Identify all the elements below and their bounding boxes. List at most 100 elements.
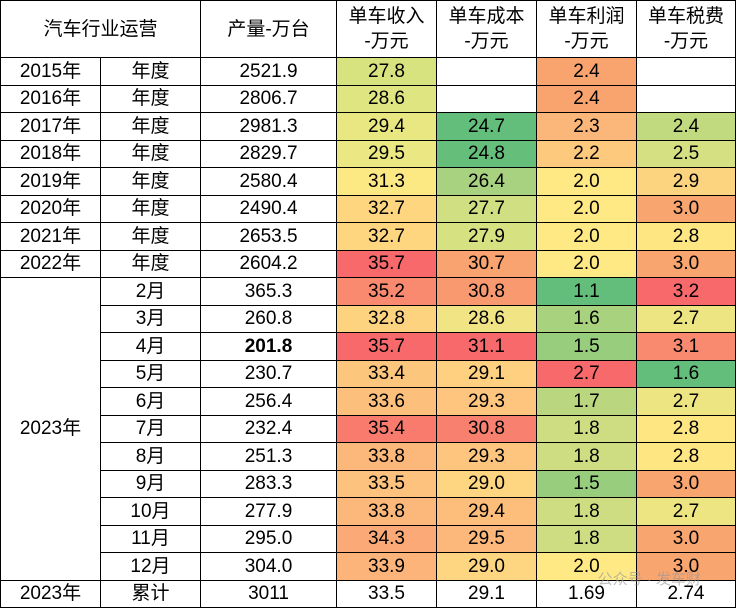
profit-cell: 1.7 — [536, 387, 637, 416]
revenue-cell: 29.4 — [336, 112, 437, 141]
year-cell: 2015年 — [0, 57, 101, 86]
revenue-cell: 33.8 — [336, 442, 437, 471]
cost-cell — [436, 84, 537, 113]
tax-cell: 2.8 — [636, 414, 736, 443]
cumulative-row: 2023年 累计 3011 33.5 29.1 1.69 2.74 — [0, 579, 736, 608]
cost-cell: 28.6 — [436, 304, 537, 333]
revenue-cell: 33.8 — [336, 497, 437, 526]
tax-cell: 3.2 — [636, 277, 736, 306]
revenue-cell: 33.4 — [336, 359, 437, 388]
revenue-cell: 33.5 — [336, 469, 437, 498]
header-profit: 单车利润 -万元 — [536, 0, 637, 58]
month-cell: 2月 — [100, 277, 201, 306]
profit-cell: 1.6 — [536, 304, 637, 333]
production-cell: 2490.4 — [200, 194, 337, 223]
profit-cell: 1.5 — [536, 469, 637, 498]
profit-cell: 1.8 — [536, 414, 637, 443]
production-cell: 2653.5 — [200, 222, 337, 251]
cost-cell: 29.3 — [436, 387, 537, 416]
tax-cell: 2.8 — [636, 222, 736, 251]
year-cell: 2019年 — [0, 167, 101, 196]
tax-cell — [636, 84, 736, 113]
tax-cell: 3.0 — [636, 552, 736, 581]
period-cell: 累计 — [100, 579, 201, 608]
profit-cell: 1.5 — [536, 332, 637, 361]
cost-cell: 29.1 — [436, 579, 537, 608]
profit-cell: 2.0 — [536, 194, 637, 223]
tax-cell: 2.9 — [636, 167, 736, 196]
period-cell: 年度 — [100, 112, 201, 141]
period-cell: 年度 — [100, 194, 201, 223]
table-row: 2015年 年度 2521.9 27.8 2.4 — [0, 57, 736, 86]
period-cell: 年度 — [100, 222, 201, 251]
production-cell: 365.3 — [200, 277, 337, 306]
cost-cell: 27.9 — [436, 222, 537, 251]
table-row: 5月 230.7 33.4 29.1 2.7 1.6 — [1, 359, 736, 388]
revenue-cell: 35.7 — [336, 249, 437, 278]
tax-cell: 3.0 — [636, 524, 736, 553]
revenue-cell: 33.9 — [336, 552, 437, 581]
month-cell: 7月 — [100, 414, 201, 443]
period-cell: 年度 — [100, 167, 201, 196]
production-cell: 230.7 — [200, 359, 337, 388]
table-row: 2023年 2月 365.3 35.2 30.8 1.1 3.2 — [0, 277, 736, 581]
production-cell: 2981.3 — [200, 112, 337, 141]
cost-cell: 29.0 — [436, 469, 537, 498]
header-tax-line2: -万元 — [663, 31, 709, 52]
cost-cell: 24.8 — [436, 139, 537, 168]
table-row: 11月 295.0 34.3 29.5 1.8 3.0 — [1, 524, 736, 553]
revenue-cell: 33.5 — [336, 579, 437, 608]
table-row: 2016年 年度 2806.7 28.6 2.4 — [0, 84, 736, 113]
header-profit-line1: 单车利润 — [548, 6, 625, 27]
tax-cell: 2.4 — [636, 112, 736, 141]
period-cell: 年度 — [100, 249, 201, 278]
profit-cell: 2.0 — [536, 167, 637, 196]
production-cell: 251.3 — [200, 442, 337, 471]
month-cell: 3月 — [100, 304, 201, 333]
revenue-cell: 32.7 — [336, 222, 437, 251]
production-cell: 2806.7 — [200, 84, 337, 113]
header-revenue-line1: 单车收入 — [348, 6, 425, 27]
year-cell: 2018年 — [0, 139, 101, 168]
table-row: 9月 283.3 33.5 29.0 1.5 3.0 — [1, 469, 736, 498]
revenue-cell: 35.2 — [336, 277, 437, 306]
table-row: 12月 304.0 33.9 29.0 2.0 3.0 — [1, 552, 736, 581]
production-cell: 283.3 — [200, 469, 337, 498]
production-cell: 2580.4 — [200, 167, 337, 196]
header-tax-line1: 单车税费 — [647, 6, 724, 27]
tax-cell: 2.5 — [636, 139, 736, 168]
tax-cell: 2.8 — [636, 442, 736, 471]
profit-cell: 1.8 — [536, 524, 637, 553]
cost-cell: 29.5 — [436, 524, 537, 553]
tax-cell: 2.74 — [636, 579, 736, 608]
table-row: 2021年 年度 2653.5 32.7 27.9 2.0 2.8 — [0, 222, 736, 251]
production-cell: 260.8 — [200, 304, 337, 333]
header-tax: 单车税费 -万元 — [636, 0, 736, 58]
cost-cell: 27.7 — [436, 194, 537, 223]
header-revenue: 单车收入 -万元 — [336, 0, 437, 58]
cost-cell: 30.8 — [436, 414, 537, 443]
revenue-cell: 32.7 — [336, 194, 437, 223]
month-cell: 10月 — [100, 497, 201, 526]
tax-cell: 3.0 — [636, 249, 736, 278]
revenue-cell: 28.6 — [336, 84, 437, 113]
profit-cell: 1.8 — [536, 442, 637, 471]
year-cell: 2017年 — [0, 112, 101, 141]
month-cell: 8月 — [100, 442, 201, 471]
cost-cell: 24.7 — [436, 112, 537, 141]
cost-cell: 30.7 — [436, 249, 537, 278]
table-row: 6月 256.4 33.6 29.3 1.7 2.7 — [1, 387, 736, 416]
profit-cell: 2.2 — [536, 139, 637, 168]
table-row: 7月 232.4 35.4 30.8 1.8 2.8 — [1, 414, 736, 443]
year-cell: 2022年 — [0, 249, 101, 278]
production-cell: 295.0 — [200, 524, 337, 553]
profit-cell: 2.7 — [536, 359, 637, 388]
year-cell: 2023年 — [0, 579, 101, 608]
production-cell: 3011 — [200, 579, 337, 608]
cost-cell — [436, 57, 537, 86]
table-row: 2019年 年度 2580.4 31.3 26.4 2.0 2.9 — [0, 167, 736, 196]
production-cell: 2604.2 — [200, 249, 337, 278]
header-production: 产量-万台 — [200, 0, 337, 58]
cost-cell: 29.4 — [436, 497, 537, 526]
